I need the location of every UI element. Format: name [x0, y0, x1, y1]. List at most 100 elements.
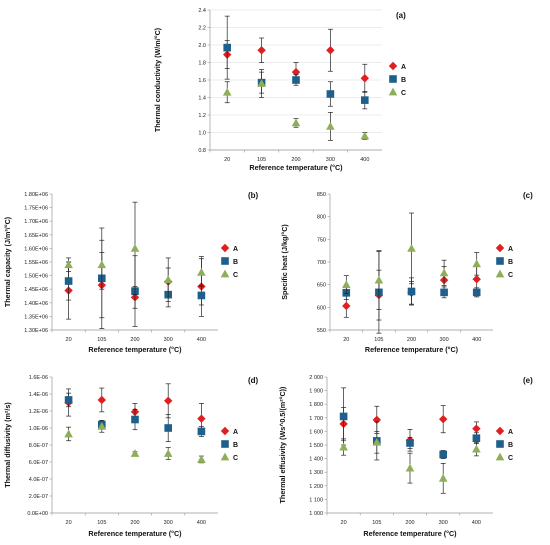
y-tick-label: 1.30E+06 [24, 328, 48, 334]
data-point-A [439, 414, 448, 424]
x-tick-label: 105 [97, 337, 106, 343]
x-tick-label: 300 [164, 520, 173, 526]
y-axis-title: Thermal capacity (J/m³/°C) [3, 216, 12, 307]
y-axis-title: Thermal diffusivity (m²/s) [3, 402, 12, 488]
data-point-B [223, 43, 231, 52]
x-tick-label: 20 [224, 157, 230, 163]
y-tick-label: 1 400 [309, 457, 323, 463]
y-tick-label: 2.2 [198, 26, 206, 32]
x-axis-title: Reference temperature (°C) [88, 345, 182, 354]
x-tick-label: 200 [407, 337, 416, 343]
data-point-B [361, 96, 369, 104]
x-tick-label: 105 [257, 157, 266, 163]
y-tick-label: 1 600 [309, 429, 323, 435]
data-point-A [291, 67, 301, 77]
legend-marker-B [221, 257, 229, 265]
legend-label-B: B [233, 442, 238, 449]
chart-svg-c: 550 600 650 700 750 800 850 20 105 200 300 400 ABC (c… [280, 191, 533, 354]
y-tick-label: 2.4 [198, 8, 206, 14]
x-axis-title: Reference temperature (°C) [249, 163, 343, 172]
data-point-C [64, 429, 73, 438]
legend-label-C: C [401, 90, 406, 97]
data-point-B [197, 427, 206, 436]
y-tick-label: 750 [317, 237, 326, 243]
y-tick-label: 1 700 [309, 416, 323, 422]
series-C [64, 201, 206, 302]
x-tick-label: 105 [372, 520, 381, 526]
y-tick-label: 700 [317, 260, 326, 266]
data-point-C [291, 118, 301, 127]
data-point-C [130, 244, 140, 252]
legend-label-C: C [508, 455, 513, 462]
legend: ABC [495, 243, 513, 279]
legend-marker-B [496, 440, 504, 448]
series-C [339, 431, 481, 494]
data-point-C [197, 267, 206, 276]
y-axis-title: Thermal effusivity (Ws^0.5/(m²°C)) [278, 386, 287, 504]
data-point-A [342, 301, 351, 311]
y-tick-label: 4.0E-07 [29, 477, 48, 483]
chart-panel-d: 0.0E+00 2.0E-07 4.0E-07 6.0E-07 8.0E-07 1.0E-… [0, 363, 275, 545]
panel-label: (e) [523, 376, 533, 385]
data-point-C [326, 121, 335, 130]
x-tick-label: 200 [291, 157, 300, 163]
y-axis-title: Thermal conductivity (W/m/°C) [153, 27, 162, 132]
data-point-B [407, 287, 416, 296]
data-point-A [197, 414, 206, 423]
legend-label-C: C [508, 272, 513, 279]
legend-label-B: B [401, 77, 406, 84]
data-point-B [64, 277, 73, 285]
data-point-A [472, 275, 481, 284]
data-point-B [439, 450, 447, 459]
legend-label-B: B [233, 259, 238, 266]
y-tick-label: 1 500 [309, 443, 323, 449]
data-point-C [163, 449, 173, 457]
data-point-B [292, 76, 300, 84]
data-point-B [339, 412, 348, 421]
x-tick-label: 20 [66, 337, 72, 343]
x-tick-label: 400 [360, 157, 369, 163]
x-tick-label: 20 [343, 337, 349, 343]
panel-label: (c) [523, 191, 533, 200]
legend: ABC [220, 243, 238, 279]
legend-marker-C [495, 269, 505, 278]
y-tick-label: 1.4E-06 [29, 392, 48, 398]
y-tick-label: 1.80E+06 [24, 192, 48, 198]
data-point-C [257, 79, 266, 87]
data-point-C [405, 463, 415, 472]
data-point-C [339, 442, 348, 451]
x-axis-title: Reference temperature (°C) [365, 345, 459, 354]
data-point-C [439, 268, 449, 277]
data-point-B [326, 90, 335, 98]
x-tick-label: 20 [341, 520, 347, 526]
y-tick-label: 1.60E+06 [24, 246, 48, 252]
y-tick-label: 1.0 [198, 131, 206, 137]
y-tick-label: 1.50E+06 [24, 274, 48, 280]
y-tick-label: 1.45E+06 [24, 287, 48, 293]
x-tick-label: 400 [472, 520, 481, 526]
y-tick-label: 1.35E+06 [24, 314, 48, 320]
data-point-C [360, 131, 370, 140]
y-tick-label: 1.65E+06 [24, 233, 48, 239]
legend-label-C: C [233, 455, 238, 462]
data-point-A [257, 46, 266, 55]
y-tick-label: 1 200 [309, 484, 323, 490]
legend: ABC [495, 426, 513, 462]
x-axis-title: Reference temperature (°C) [88, 529, 182, 538]
data-point-C [64, 260, 73, 269]
data-point-A [472, 424, 481, 433]
series-C [342, 212, 481, 310]
legend-label-A: A [508, 246, 513, 253]
legend-label-A: A [233, 246, 238, 253]
y-tick-label: 1 000 [309, 511, 323, 517]
y-tick-label: 1 900 [309, 389, 323, 395]
legend-label-A: A [508, 429, 513, 436]
legend-label-A: A [401, 64, 406, 71]
y-tick-label: 850 [317, 192, 326, 198]
legend-marker-C [220, 269, 230, 278]
chart-panel-c: 550 600 650 700 750 800 850 20 105 200 300 400 A B C (c… [275, 182, 550, 360]
y-tick-label: 0.0E+00 [27, 511, 48, 517]
legend-marker-C [220, 452, 230, 461]
data-point-C [130, 449, 140, 457]
